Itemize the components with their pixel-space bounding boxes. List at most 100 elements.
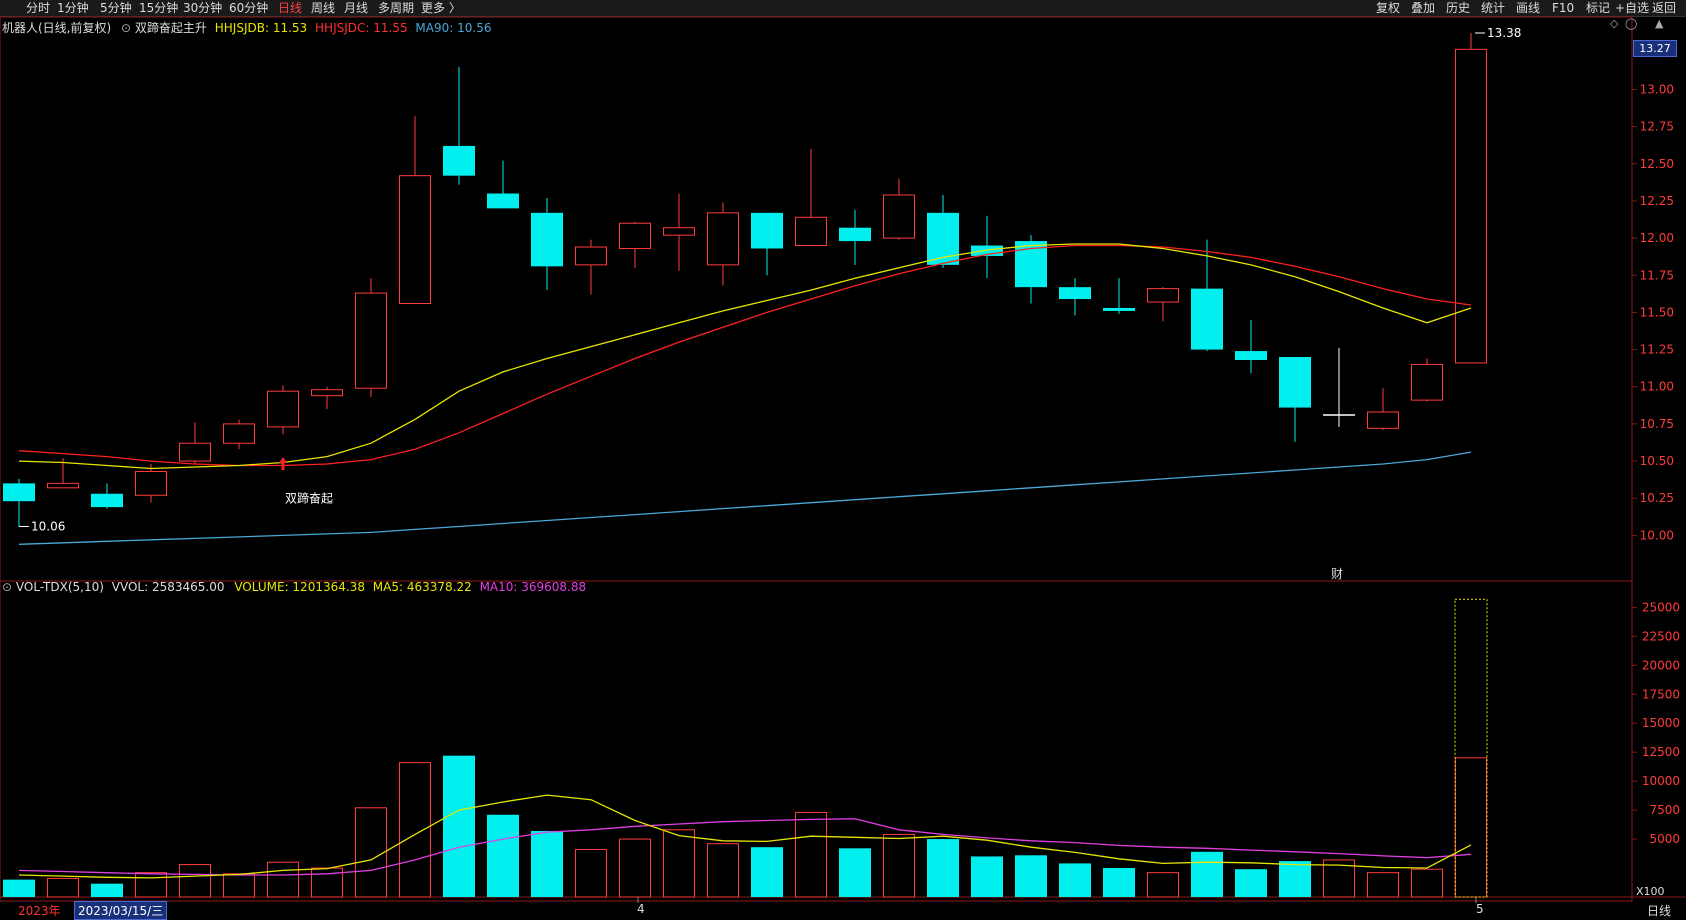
candle-body-down bbox=[443, 145, 475, 176]
volume-bar-down bbox=[1191, 851, 1223, 897]
volume-tick-label: 17500 bbox=[1642, 687, 1680, 701]
candle-body-up bbox=[1367, 411, 1399, 429]
volume-bar-up bbox=[1411, 868, 1443, 898]
vol-ma10-line bbox=[18, 818, 1472, 876]
month-4-label: 4 bbox=[637, 902, 645, 916]
candle-body-down bbox=[1279, 357, 1311, 408]
diamond-icon[interactable]: ◇ bbox=[1610, 17, 1619, 30]
volume-bar-down bbox=[971, 856, 1003, 897]
volume-bar-up bbox=[883, 833, 915, 898]
price-tick-label: 11.50 bbox=[1640, 305, 1674, 319]
period-tab-1[interactable]: 1分钟 bbox=[57, 1, 89, 15]
volume-legend: ⊙ VOL-TDX(5,10) VVOL: 2583465.00 VOLUME:… bbox=[2, 580, 586, 594]
candle-body-up bbox=[311, 389, 343, 397]
candle-body-down bbox=[91, 493, 123, 508]
candle-body-down bbox=[751, 212, 783, 249]
price-tick-label: 10.75 bbox=[1640, 417, 1674, 431]
volume-tick-label: 10000 bbox=[1642, 774, 1680, 788]
volume-bar-up bbox=[223, 873, 255, 898]
price-tick-label: 10.25 bbox=[1640, 491, 1674, 505]
candle-body-up bbox=[663, 227, 695, 236]
volume-bar-down bbox=[1015, 855, 1047, 897]
toolbar-button-8[interactable]: 返回 bbox=[1652, 1, 1677, 15]
signal-up-arrow-icon bbox=[279, 457, 287, 471]
volume-bar-down bbox=[839, 848, 871, 897]
volume-bar-down bbox=[487, 814, 519, 897]
toolbar-button-3[interactable]: 统计 bbox=[1481, 1, 1506, 15]
finance-marker: 财 bbox=[1331, 567, 1343, 581]
volume-bar-up bbox=[795, 811, 827, 898]
ma90-value: MA90: 10.56 bbox=[415, 21, 492, 35]
period-tab-4[interactable]: 30分钟 bbox=[183, 1, 223, 15]
period-tab-5[interactable]: 60分钟 bbox=[229, 1, 269, 15]
candle-body-down bbox=[531, 212, 563, 267]
price-tick-label: 12.25 bbox=[1640, 194, 1674, 208]
candle-body-up bbox=[47, 482, 79, 489]
volume-tick-label: 22500 bbox=[1642, 629, 1680, 643]
volume-bar-down bbox=[91, 883, 123, 897]
vvol-value: VVOL: 2583465.00 bbox=[111, 580, 225, 594]
candle-body-up bbox=[575, 246, 607, 266]
candle-body-down bbox=[971, 245, 1003, 256]
vol-ma10-value: MA10: 369608.88 bbox=[479, 580, 587, 594]
volume-bar-down bbox=[443, 755, 475, 897]
volume-bar-up bbox=[707, 843, 739, 898]
toolbar-button-1[interactable]: 叠加 bbox=[1411, 1, 1436, 15]
indicator-toggle-icon[interactable]: ⊙ bbox=[121, 21, 132, 35]
period-tab-0[interactable]: 分时 bbox=[26, 1, 51, 15]
period-tab-6[interactable]: 日线 bbox=[278, 1, 303, 15]
volume-bar-down bbox=[1279, 861, 1311, 897]
volume-value: VOLUME: 1201364.38 bbox=[234, 580, 365, 594]
low-price-annotation: 10.06 bbox=[31, 519, 65, 533]
circle-icon[interactable]: ◯ bbox=[1625, 17, 1638, 30]
candle-body-down bbox=[839, 227, 871, 242]
vol-ma5-value: MA5: 463378.22 bbox=[372, 580, 472, 594]
indicator-name[interactable]: 双蹄奋起主升 bbox=[134, 21, 207, 35]
ma90-line bbox=[18, 451, 1472, 545]
hhjsjdb-line bbox=[18, 243, 1472, 470]
volume-tick-label: 20000 bbox=[1642, 658, 1680, 672]
toolbar-button-6[interactable]: 标记 bbox=[1586, 1, 1611, 15]
scroll-up-icon[interactable]: ▲ bbox=[1655, 17, 1664, 30]
volume-tick-label: 25000 bbox=[1642, 600, 1680, 614]
price-tick-label: 13.00 bbox=[1640, 82, 1674, 96]
volume-bar-down bbox=[531, 830, 563, 897]
period-tab-7[interactable]: 周线 bbox=[311, 1, 336, 15]
volume-bar-up bbox=[399, 762, 431, 898]
toolbar-button-7[interactable]: +自选 bbox=[1615, 1, 1650, 15]
period-tab-3[interactable]: 15分钟 bbox=[139, 1, 179, 15]
price-tick-label: 10.00 bbox=[1640, 528, 1674, 542]
period-tab-10[interactable]: 更多 〉 bbox=[421, 1, 461, 15]
hhjsjdc-line bbox=[18, 244, 1472, 467]
volume-bar-up bbox=[575, 849, 607, 898]
period-tab-2[interactable]: 5分钟 bbox=[100, 1, 132, 15]
toolbar-button-0[interactable]: 复权 bbox=[1376, 1, 1401, 15]
price-tick-label: 11.00 bbox=[1640, 380, 1674, 394]
toolbar-button-5[interactable]: F10 bbox=[1552, 1, 1575, 15]
candle-body-up bbox=[355, 292, 387, 389]
candle-body-up bbox=[135, 470, 167, 496]
price-tick-label: 10.50 bbox=[1640, 454, 1674, 468]
volume-toggle-icon[interactable]: ⊙ bbox=[2, 580, 13, 594]
price-tick-label: 11.75 bbox=[1640, 268, 1674, 282]
period-tab-8[interactable]: 月线 bbox=[344, 1, 369, 15]
volume-indicator-title[interactable]: VOL-TDX(5,10) bbox=[15, 580, 104, 594]
period-label[interactable]: 日线 bbox=[1647, 904, 1672, 918]
period-toolbar: 分时 1分钟 5分钟 15分钟 30分钟 60分钟 日线 周线 月线 多周期 更多 〉 复权 叠加 历史统… bbox=[0, 0, 1686, 17]
toolbar-button-2[interactable]: 历史 bbox=[1446, 1, 1471, 15]
volume-bar-down bbox=[3, 879, 35, 897]
toolbar-button-4[interactable]: 画线 bbox=[1516, 1, 1541, 15]
candle-body-down bbox=[3, 483, 35, 502]
volume-bar-down bbox=[1059, 863, 1091, 897]
volume-bar-up bbox=[135, 872, 167, 898]
high-price-annotation: 13.38 bbox=[1487, 26, 1521, 40]
candle-body-up bbox=[267, 390, 299, 428]
stock-title: 机器人(日线,前复权) bbox=[2, 21, 112, 35]
current-price-tag: 13.27 bbox=[1633, 40, 1677, 57]
period-tab-9[interactable]: 多周期 bbox=[378, 1, 415, 15]
volume-tick-label: 7500 bbox=[1649, 803, 1680, 817]
volume-bar-up bbox=[267, 861, 299, 898]
candle-body-up bbox=[223, 423, 255, 444]
volume-bar-up bbox=[355, 807, 387, 898]
